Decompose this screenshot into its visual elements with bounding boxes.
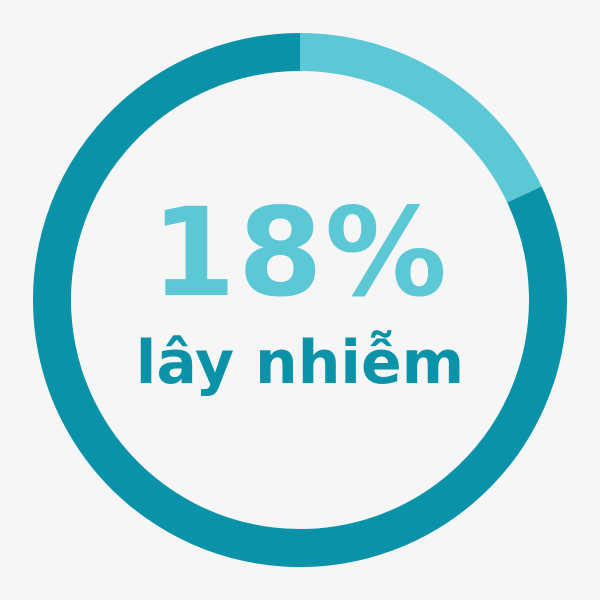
percentage-value: 18%: [150, 182, 449, 324]
slice-infected: [299, 33, 542, 203]
caption-label: lây nhiễm: [135, 328, 465, 398]
slice-remaining: [33, 33, 567, 567]
